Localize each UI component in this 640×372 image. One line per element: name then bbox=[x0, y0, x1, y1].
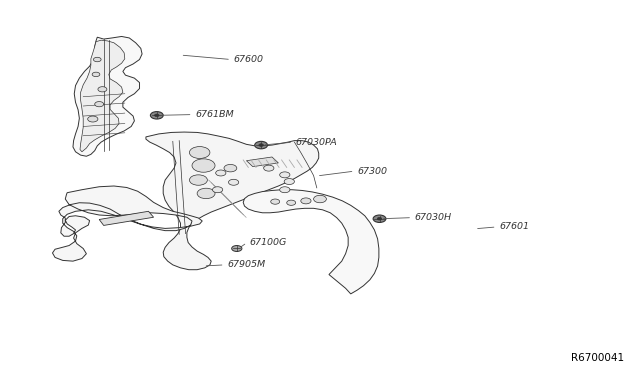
Polygon shape bbox=[80, 40, 125, 152]
Text: R6700041: R6700041 bbox=[571, 353, 624, 363]
Circle shape bbox=[98, 87, 107, 92]
Circle shape bbox=[287, 200, 296, 205]
Circle shape bbox=[255, 141, 268, 149]
Polygon shape bbox=[246, 157, 278, 167]
Circle shape bbox=[314, 195, 326, 203]
Text: 67030PA: 67030PA bbox=[296, 138, 337, 147]
Circle shape bbox=[92, 72, 100, 77]
Text: 67601: 67601 bbox=[499, 222, 529, 231]
Circle shape bbox=[189, 175, 207, 185]
Text: 67100G: 67100G bbox=[250, 238, 287, 247]
Circle shape bbox=[88, 116, 98, 122]
Polygon shape bbox=[52, 186, 202, 261]
Circle shape bbox=[216, 170, 226, 176]
Circle shape bbox=[280, 187, 290, 193]
Text: 67030H: 67030H bbox=[415, 213, 452, 222]
Text: 67300: 67300 bbox=[357, 167, 387, 176]
Circle shape bbox=[150, 112, 163, 119]
Circle shape bbox=[280, 172, 290, 178]
Circle shape bbox=[378, 217, 381, 220]
Circle shape bbox=[93, 57, 101, 62]
Circle shape bbox=[271, 199, 280, 204]
Circle shape bbox=[192, 159, 215, 172]
Circle shape bbox=[155, 114, 159, 117]
Circle shape bbox=[264, 165, 274, 171]
Circle shape bbox=[189, 147, 210, 158]
Text: 6761BM: 6761BM bbox=[195, 110, 234, 119]
Text: 67600: 67600 bbox=[234, 55, 264, 64]
Circle shape bbox=[373, 215, 386, 222]
Circle shape bbox=[284, 179, 294, 185]
Circle shape bbox=[228, 179, 239, 185]
Polygon shape bbox=[146, 132, 319, 270]
Polygon shape bbox=[73, 36, 142, 156]
Circle shape bbox=[197, 188, 215, 199]
Circle shape bbox=[212, 187, 223, 193]
Circle shape bbox=[95, 102, 104, 107]
Circle shape bbox=[232, 246, 242, 251]
Polygon shape bbox=[243, 190, 379, 294]
Circle shape bbox=[259, 144, 264, 147]
Circle shape bbox=[224, 164, 237, 172]
Text: 67905M: 67905M bbox=[227, 260, 266, 269]
Polygon shape bbox=[99, 211, 154, 225]
Circle shape bbox=[301, 198, 311, 204]
